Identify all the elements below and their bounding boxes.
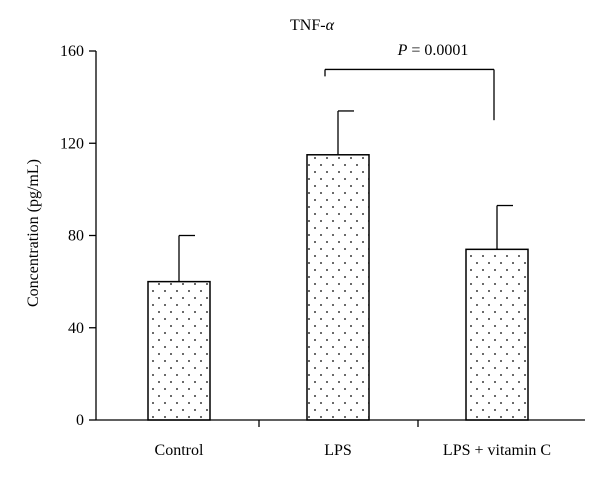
bar — [147, 280, 211, 421]
x-category-label: Control — [155, 442, 204, 459]
y-tick-label: 40 — [68, 320, 84, 337]
p-value: = 0.0001 — [407, 42, 468, 59]
y-tick-label: 160 — [60, 43, 84, 60]
y-axis-label: Concentration (pg/mL) — [25, 159, 42, 307]
y-tick-label: 120 — [60, 135, 84, 152]
bar — [306, 154, 370, 421]
y-tick-label: 0 — [76, 412, 84, 429]
x-category-label: LPS — [324, 442, 352, 459]
significance-annotation: P = 0.0001 — [324, 42, 495, 121]
bar — [465, 248, 529, 421]
p-value-label: P = 0.0001 — [397, 42, 469, 59]
x-category-label: LPS + vitamin C — [443, 442, 551, 459]
chart-title: TNF-α — [290, 17, 335, 34]
bars — [147, 110, 529, 421]
y-tick-label: 80 — [68, 228, 84, 245]
labels: 0 40 80 120 160 Control LPS LPS + vitamin C — [60, 43, 551, 459]
p-letter: P — [397, 42, 408, 59]
